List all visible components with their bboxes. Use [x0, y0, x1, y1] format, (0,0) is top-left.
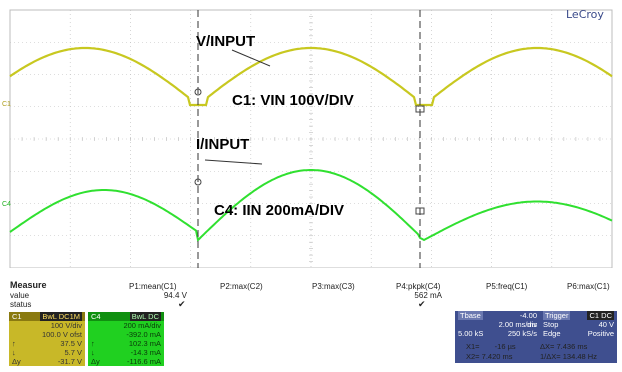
param-p6-name[interactable]: P6:max(C1): [567, 282, 610, 291]
graticule: [9, 9, 613, 268]
timebase-delay: -4.00 ms: [519, 311, 537, 329]
c1-badge: BwL DC1M: [40, 312, 82, 321]
cursor-inv-dx-value: 134.48 Hz: [562, 352, 597, 361]
cursor-dx-value: 7.436 ms: [556, 342, 588, 351]
cursor-inv-dx-label: 1/ΔX=: [540, 352, 561, 361]
c4-row2-key: ↓: [91, 348, 95, 357]
c4-offset: -392.0 mA: [126, 330, 161, 339]
c4-row1-value: 102.3 mA: [128, 339, 161, 348]
c1-voltage-trace: [9, 46, 613, 107]
c4-current-trace: [9, 169, 613, 242]
c1-offset: 100.0 V ofst: [41, 330, 82, 339]
c4-row3-value: -116.6 mA: [126, 357, 161, 366]
c4-vdiv: 200 mA/div: [123, 321, 161, 330]
param-p2-name[interactable]: P2:max(C2): [220, 282, 263, 291]
param-p4-value: 562 mA: [414, 291, 442, 300]
c1-row1-key: ↑: [12, 339, 16, 348]
c1-side-marker: C1: [2, 101, 11, 108]
measure-row-status: status: [10, 300, 32, 309]
c1-channel-descriptor[interactable]: C1 BwL DC1M 100 V/div 100.0 V ofst ↑ 37.5…: [9, 312, 85, 366]
i-input-label: I/INPUT: [196, 136, 250, 153]
cursor-x1-label: X1=: [466, 342, 480, 351]
timebase-samples: 5.00 kS: [458, 329, 484, 338]
timebase-rate: 250 kS/s: [507, 329, 537, 338]
c1-row1-value: 37.5 V: [60, 339, 82, 348]
timebase-trigger-panel[interactable]: Tbase -4.00 ms Trigger C1 DC 2.00 ms/div…: [455, 311, 617, 363]
cursor-dx-readout: ΔX= 7.436 ms: [540, 342, 587, 351]
c4-channel-descriptor[interactable]: C4 BwL DC 200 mA/div -392.0 mA ↑ 102.3 mA…: [88, 312, 164, 366]
cursor-markers: [194, 88, 425, 215]
trigger-level: 40 V: [598, 320, 614, 329]
v-input-pointer: [231, 49, 271, 67]
cursor-x1-readout: X1= -16 µs: [466, 342, 516, 351]
c4-scale-label: C4: IIN 200mA/DIV: [214, 202, 345, 219]
v-input-label: V/INPUT: [196, 33, 256, 50]
param-p4-name[interactable]: P4:pkpk(C4): [396, 282, 441, 291]
c1-row2-key: ↓: [12, 348, 16, 357]
c4-side-marker: C4: [2, 201, 11, 208]
c1-channel-label: C1: [12, 312, 22, 321]
timebase-label: Tbase: [458, 311, 483, 320]
c4-badge: BwL DC: [129, 312, 161, 321]
param-p1-status: ✔: [178, 299, 186, 309]
cursor-x1-value: -16 µs: [494, 342, 516, 351]
c1-row2-value: 5.7 V: [64, 348, 82, 357]
param-p5-name[interactable]: P5:freq(C1): [486, 282, 528, 291]
c4-row2-value: -14.3 mA: [130, 348, 161, 357]
i-input-pointer: [204, 159, 263, 165]
c1-scale-label: C1: VIN 100V/DIV: [232, 92, 354, 109]
measure-row-value: value: [10, 291, 30, 300]
cursor-x2-label: X2=: [466, 352, 480, 361]
c4-row3-key: Δy: [91, 357, 100, 366]
c4-row1-key: ↑: [91, 339, 95, 348]
cursor-inv-dx-readout: 1/ΔX= 134.48 Hz: [540, 352, 597, 361]
waveform-display[interactable]: C1 C4: [0, 0, 622, 268]
trigger-label: Trigger: [543, 311, 571, 320]
c4-channel-label: C4: [91, 312, 101, 321]
trigger-slope: Positive: [587, 329, 614, 338]
param-p1-value: 94.4 V: [163, 291, 187, 300]
brand-logo: LeCroy: [566, 8, 604, 21]
cursor-x2-readout: X2= 7.420 ms: [466, 352, 513, 361]
param-p4-status: ✔: [418, 299, 426, 309]
trigger-mode: Stop: [543, 320, 559, 329]
c1-row3-key: Δy: [12, 357, 21, 366]
timebase-tdiv: 2.00 ms/div: [498, 320, 537, 329]
trigger-type: Edge: [543, 329, 561, 338]
param-p3-name[interactable]: P3:max(C3): [312, 282, 355, 291]
measure-header[interactable]: Measure: [10, 280, 47, 290]
c1-row3-value: -31.7 V: [57, 357, 82, 366]
trigger-badge: C1 DC: [587, 311, 614, 320]
param-p1-name[interactable]: P1:mean(C1): [129, 282, 177, 291]
cursor-x2-value: 7.420 ms: [481, 352, 513, 361]
c1-vdiv: 100 V/div: [50, 321, 82, 330]
cursor-dx-label: ΔX=: [540, 342, 555, 351]
